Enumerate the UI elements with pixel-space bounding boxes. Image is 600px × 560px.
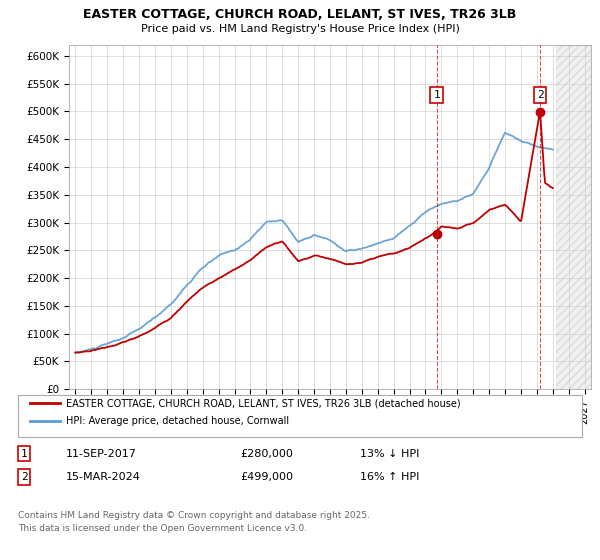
Text: This data is licensed under the Open Government Licence v3.0.: This data is licensed under the Open Gov…	[18, 524, 307, 533]
Text: 2: 2	[536, 90, 544, 100]
Text: Price paid vs. HM Land Registry's House Price Index (HPI): Price paid vs. HM Land Registry's House …	[140, 24, 460, 34]
Text: 1: 1	[20, 449, 28, 459]
Text: £280,000: £280,000	[240, 449, 293, 459]
Text: EASTER COTTAGE, CHURCH ROAD, LELANT, ST IVES, TR26 3LB: EASTER COTTAGE, CHURCH ROAD, LELANT, ST …	[83, 8, 517, 21]
Text: 2: 2	[20, 472, 28, 482]
Text: £499,000: £499,000	[240, 472, 293, 482]
Text: 16% ↑ HPI: 16% ↑ HPI	[360, 472, 419, 482]
Bar	[556, 45, 591, 389]
Text: 1: 1	[433, 90, 440, 100]
Text: 15-MAR-2024: 15-MAR-2024	[66, 472, 141, 482]
Bar	[556, 45, 591, 389]
Text: Contains HM Land Registry data © Crown copyright and database right 2025.: Contains HM Land Registry data © Crown c…	[18, 511, 370, 520]
Text: 13% ↓ HPI: 13% ↓ HPI	[360, 449, 419, 459]
Text: EASTER COTTAGE, CHURCH ROAD, LELANT, ST IVES, TR26 3LB (detached house): EASTER COTTAGE, CHURCH ROAD, LELANT, ST …	[66, 399, 461, 408]
Text: 11-SEP-2017: 11-SEP-2017	[66, 449, 137, 459]
Text: HPI: Average price, detached house, Cornwall: HPI: Average price, detached house, Corn…	[66, 417, 289, 426]
